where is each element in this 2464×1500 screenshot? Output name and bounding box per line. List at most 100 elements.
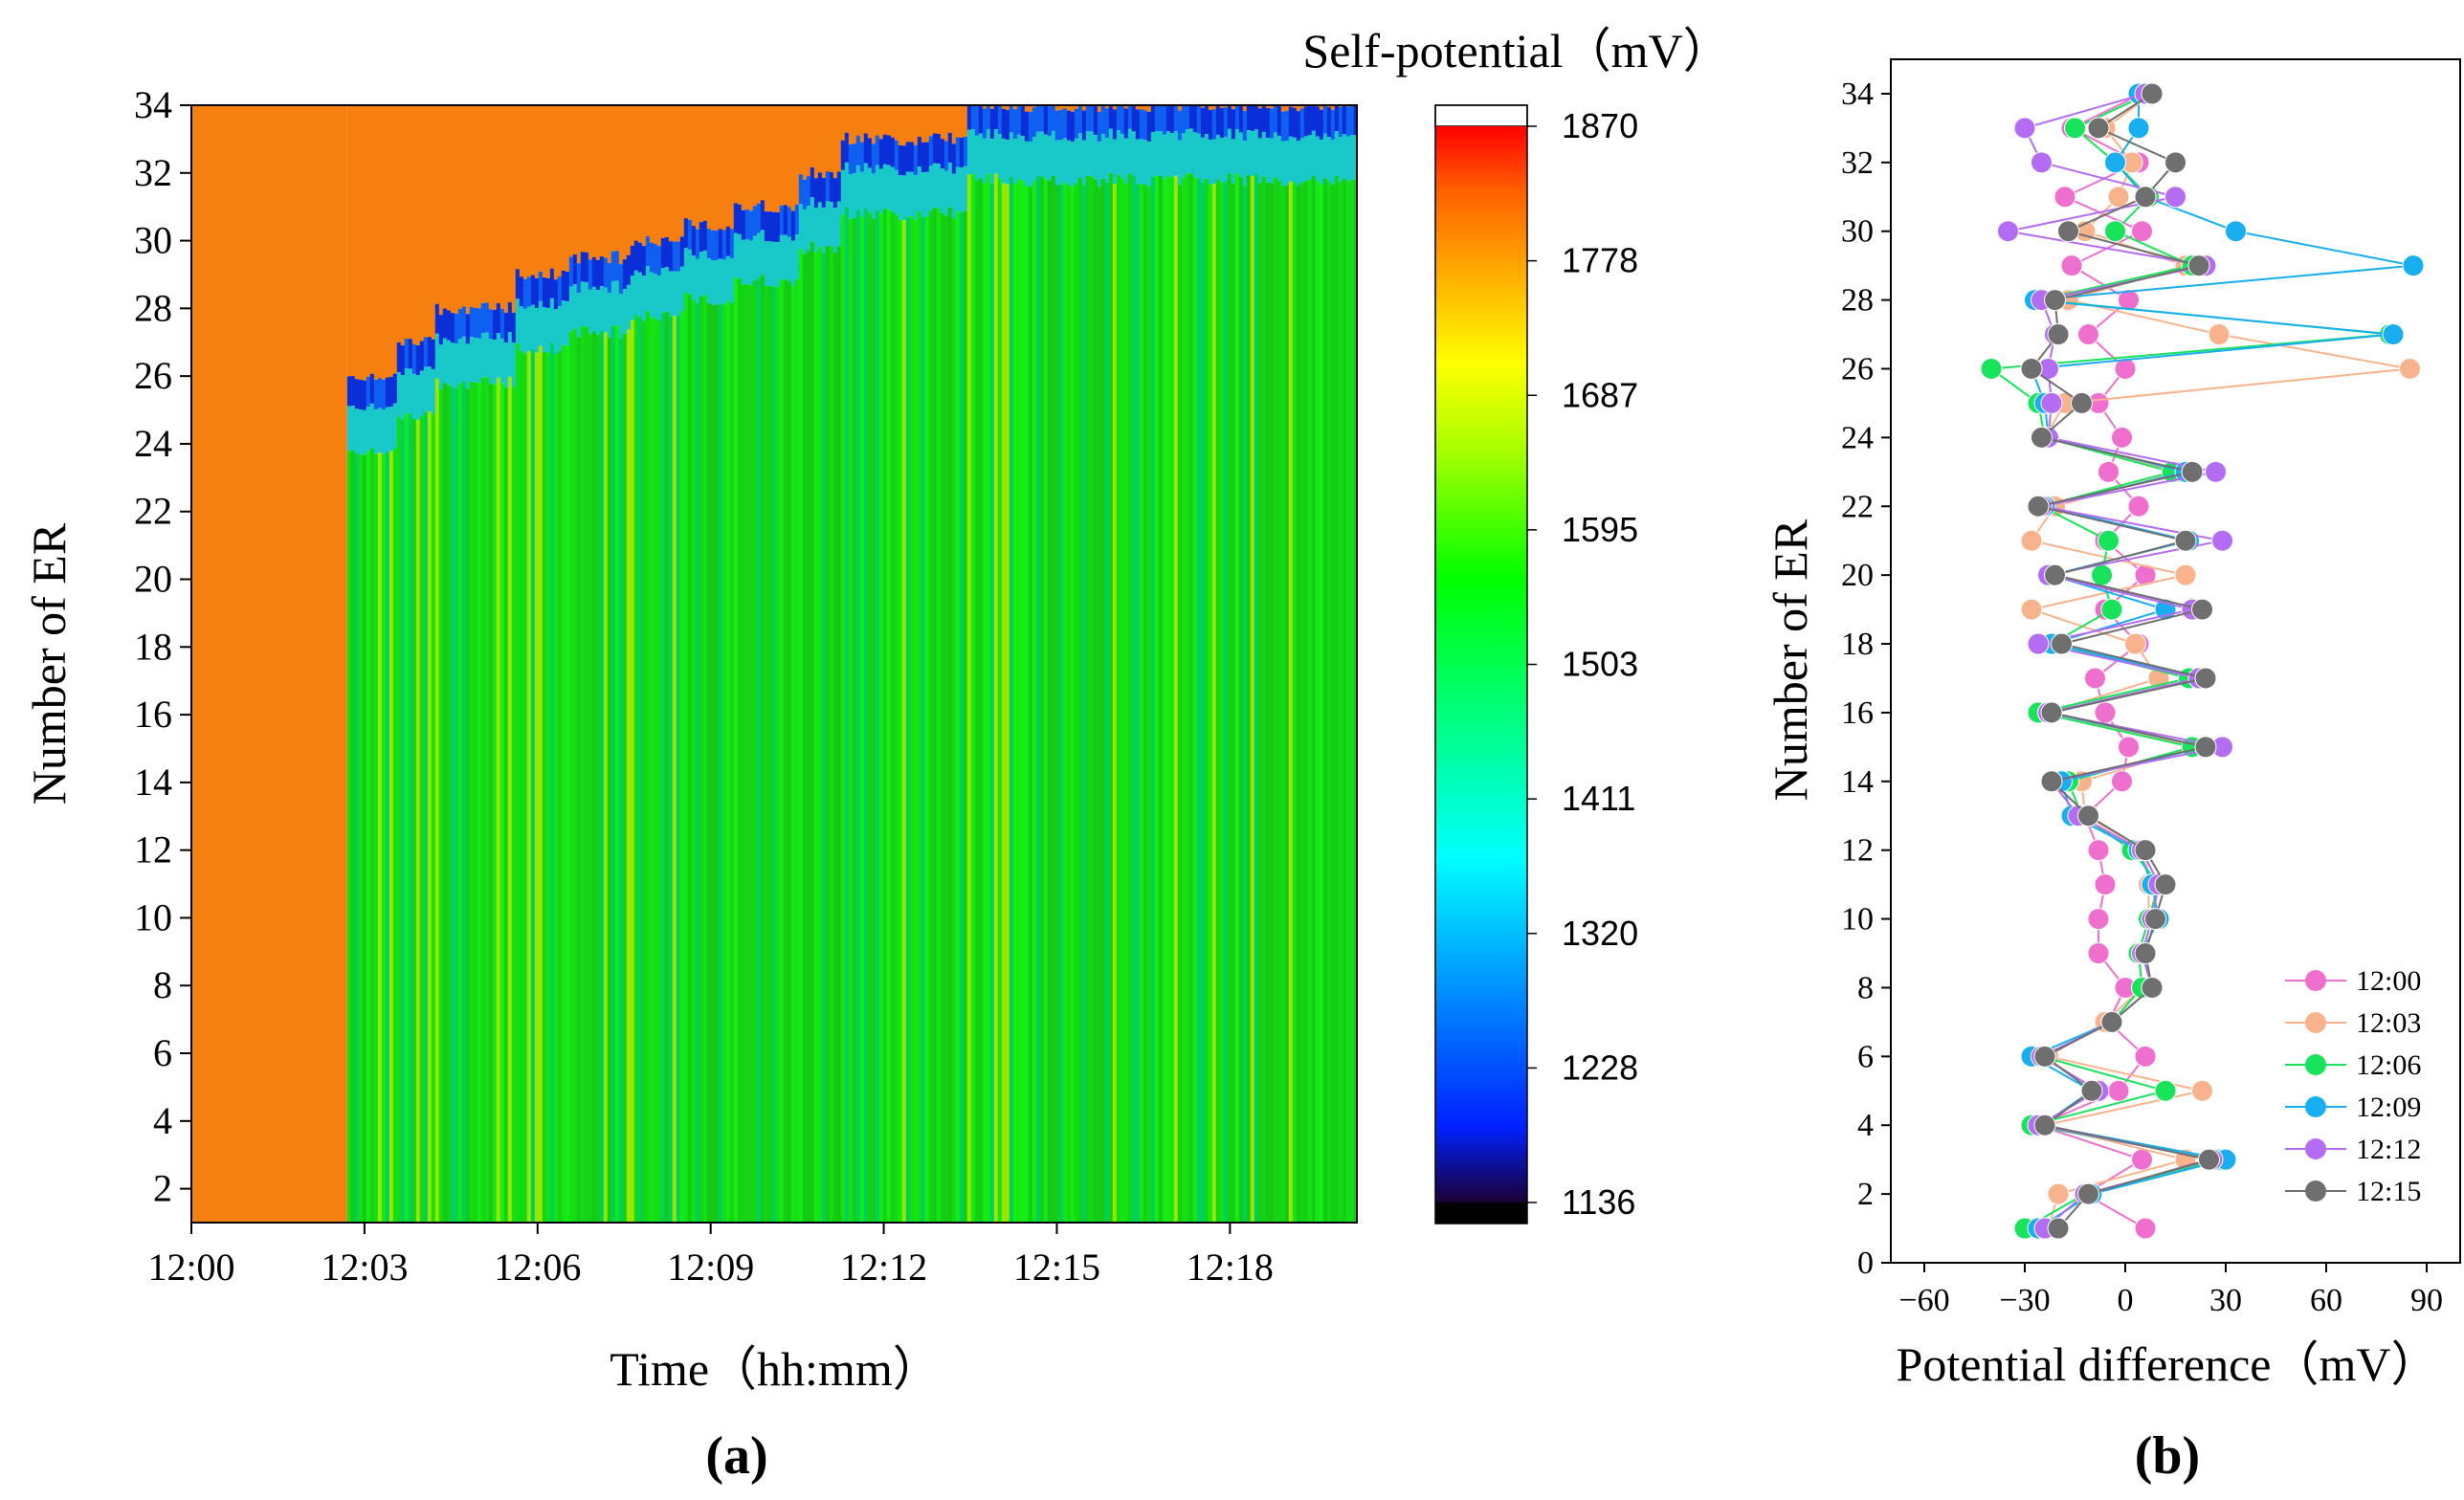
heatmap-column-wet <box>821 252 827 1223</box>
heatmap-column-dry <box>362 105 367 381</box>
heatmap-column-wet <box>599 330 605 1223</box>
heatmap-column-front <box>756 232 762 278</box>
heatmap-column-front <box>431 368 436 414</box>
heatmap-column-dry <box>825 105 831 172</box>
profile-series-point <box>2100 598 2123 621</box>
heatmap-column-dry <box>718 105 723 230</box>
heatmap-column-front <box>404 338 410 369</box>
heatmap-column-wet <box>622 333 628 1223</box>
heatmap-column-dry <box>894 105 899 141</box>
heatmap-column-dry <box>1257 105 1263 109</box>
heatmap-column-front <box>1219 107 1225 139</box>
heatmap-column-front <box>924 171 930 217</box>
heatmap-column-front <box>350 376 356 407</box>
heatmap-column-front <box>1288 136 1294 182</box>
heatmap-column-front <box>790 210 796 241</box>
heatmap-column-front <box>855 135 861 165</box>
heatmap-column-wet <box>1204 178 1210 1223</box>
heatmap-column-front <box>450 342 455 387</box>
heatmap-column-wet <box>488 384 494 1223</box>
heatmap-column-dry <box>610 105 616 252</box>
heatmap-column-wet <box>507 376 513 1223</box>
heatmap-column-dry <box>1200 105 1206 108</box>
heatmap-column-dry <box>373 105 379 380</box>
heatmap-column-front <box>610 251 616 281</box>
profile-y-tick-label: 0 <box>1857 1246 1874 1281</box>
heatmap-column-wet <box>1315 181 1321 1223</box>
profile-series-point <box>2141 82 2164 105</box>
profile-y-tick-label: 4 <box>1857 1108 1874 1143</box>
heatmap-column-front <box>848 143 854 174</box>
heatmap-column-front <box>618 264 624 295</box>
heatmap-column-front <box>1315 136 1321 182</box>
profile-series-point <box>2111 770 2133 793</box>
profile-series-point <box>2031 426 2053 449</box>
heatmap-column-front <box>565 272 570 302</box>
heatmap-column-wet <box>580 326 586 1223</box>
heatmap-column-front <box>542 277 547 308</box>
heatmap-column-front <box>423 337 429 367</box>
legend-label: 12:03 <box>2356 1007 2421 1039</box>
heatmap-column-front <box>580 281 586 327</box>
heatmap-column-dry <box>890 105 896 138</box>
heatmap-column-front <box>959 137 965 168</box>
heatmap-column-dry <box>955 105 961 138</box>
heatmap-column-front <box>645 236 651 267</box>
profile-series-line <box>2029 93 2414 1229</box>
heatmap-column-wet <box>702 295 708 1223</box>
profile-series-point <box>2198 1148 2220 1171</box>
heatmap-column-wet <box>802 254 808 1223</box>
profile-series-point <box>2020 598 2043 621</box>
panel-label-b: (b) <box>2135 1426 2200 1486</box>
heatmap-column-wet <box>534 352 540 1223</box>
heatmap-column-front <box>1273 132 1278 178</box>
heatmap-column-dry <box>729 105 735 230</box>
heatmap-column-wet <box>1169 177 1175 1223</box>
profile-series-point <box>2107 1079 2130 1102</box>
heatmap-column-wet <box>1231 184 1236 1223</box>
heatmap-column-dry <box>492 105 498 310</box>
profile-series-point <box>2134 1045 2157 1068</box>
heatmap-column-front <box>859 171 865 217</box>
heatmap-column-wet <box>1051 175 1056 1223</box>
heatmap-column-front <box>1131 105 1137 132</box>
heatmap-column-front <box>1200 137 1206 183</box>
heatmap-column-front <box>1303 136 1309 182</box>
heatmap-plot-frame <box>190 104 1358 1224</box>
heatmap-column-wet <box>1181 177 1187 1223</box>
profile-y-tick-label: 32 <box>1841 145 1874 181</box>
heatmap-column-dry <box>936 105 942 134</box>
heatmap-column-front <box>855 165 861 210</box>
heatmap-column-front <box>595 290 601 335</box>
heatmap-column-dry <box>905 105 911 143</box>
heatmap-x-tick-label: 12:03 <box>321 1246 408 1289</box>
profile-series-point <box>2118 736 2140 759</box>
heatmap-column-dry <box>921 105 926 143</box>
heatmap-column-wet <box>775 286 781 1223</box>
heatmap-column-dry <box>844 105 850 133</box>
heatmap-column-wet <box>496 377 501 1223</box>
profile-series-point <box>2382 323 2405 346</box>
heatmap-column-wet <box>1131 176 1137 1223</box>
profile-series-point <box>2194 736 2217 759</box>
heatmap-column-dry <box>878 105 884 140</box>
heatmap-column-front <box>553 279 559 310</box>
heatmap-column-front <box>362 409 367 455</box>
heatmap-column-wet <box>465 388 471 1223</box>
heatmap-column-wet <box>748 285 754 1223</box>
heatmap-column-front <box>1242 111 1248 142</box>
heatmap-column-wet <box>691 299 697 1223</box>
heatmap-column-dry <box>668 105 674 242</box>
heatmap-column-wet <box>1273 177 1278 1223</box>
heatmap-column-front <box>1139 139 1144 185</box>
heatmap-column-front <box>767 211 773 242</box>
profile-series-point <box>2098 529 2120 552</box>
heatmap-column-wet <box>1185 173 1190 1223</box>
heatmap-column-front <box>350 406 356 451</box>
heatmap-column-front <box>1009 132 1014 178</box>
heatmap-column-wet <box>503 386 509 1223</box>
heatmap-y-axis-title: Number of ER <box>22 522 76 805</box>
heatmap-column-front <box>358 409 364 454</box>
heatmap-column-front <box>832 208 838 253</box>
heatmap-column-front <box>507 332 513 377</box>
